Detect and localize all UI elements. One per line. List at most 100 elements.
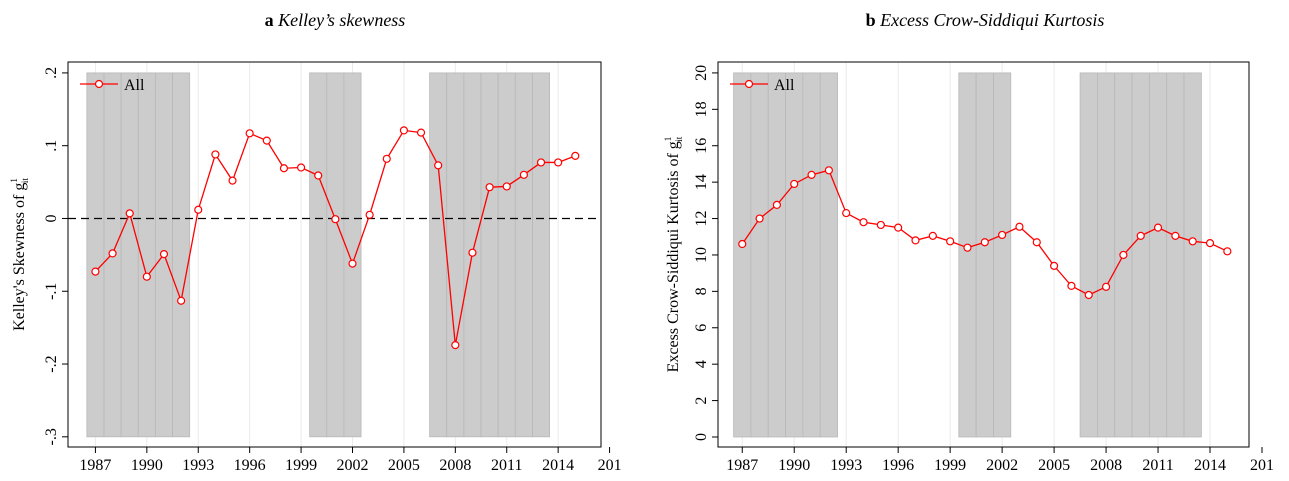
point <box>485 183 494 192</box>
point <box>824 166 833 175</box>
shaded-year <box>750 72 769 438</box>
x-tick-label: 2008 <box>1090 457 1122 474</box>
shaded-year <box>343 72 362 438</box>
point <box>1153 223 1163 232</box>
x-tick-label: 2008 <box>439 457 471 474</box>
point <box>159 250 169 259</box>
x-tick-label: 1996 <box>882 457 914 474</box>
shaded-year <box>1183 72 1202 438</box>
y-axis-label-sub: it <box>20 178 30 184</box>
x-tick-label: 2014 <box>542 457 574 474</box>
x-tick-label: 2011 <box>491 457 522 474</box>
y-tick-label: 16 <box>693 138 710 154</box>
shaded-year <box>309 72 328 438</box>
x-tick-label: 1993 <box>182 457 214 474</box>
shaded-year <box>1148 72 1168 438</box>
shaded-year <box>993 72 1012 438</box>
shaded-year <box>802 72 821 438</box>
point <box>125 209 134 218</box>
point <box>790 179 799 189</box>
point <box>946 237 955 246</box>
x-tick-label: 1999 <box>934 457 966 474</box>
point <box>365 210 374 219</box>
point <box>536 158 546 167</box>
x-tick-label: 1996 <box>234 457 266 474</box>
point <box>876 220 885 230</box>
point <box>348 259 357 268</box>
panel-title-text: Kelley’s skewness <box>277 10 405 30</box>
point <box>382 154 391 163</box>
shaded-year <box>497 72 516 438</box>
point <box>468 248 477 257</box>
y-tick-label: 4 <box>693 360 710 368</box>
point <box>998 230 1007 240</box>
point <box>142 272 151 281</box>
point <box>91 267 100 276</box>
shaded-year <box>975 72 994 438</box>
point <box>331 215 340 224</box>
point <box>262 136 271 145</box>
shaded-year <box>958 72 977 438</box>
point <box>1223 247 1232 256</box>
point <box>434 161 443 170</box>
point <box>1049 261 1059 270</box>
point <box>1084 290 1093 300</box>
y-tick-label: 10 <box>693 247 710 263</box>
point <box>1171 231 1180 240</box>
legend-marker <box>744 79 754 89</box>
point <box>211 150 220 159</box>
x-tick-label: 2002 <box>986 457 1018 474</box>
point <box>807 170 816 179</box>
x-tick-label: 1990 <box>131 457 163 474</box>
point <box>1205 239 1215 248</box>
x-tick-label: 2011 <box>1142 457 1173 474</box>
y-axis-label-text: Excess Crow-Siddiqui Kurtosis of g <box>665 141 682 372</box>
y-tick-label: 12 <box>693 211 710 227</box>
point <box>859 218 868 227</box>
legend-label: All <box>774 77 795 94</box>
shaded-year <box>446 72 465 438</box>
shaded-year <box>86 72 105 438</box>
y-axis-label-sub: it <box>674 136 684 142</box>
point <box>554 158 563 167</box>
point <box>177 296 186 305</box>
point <box>842 208 851 218</box>
x-tick-label: 1999 <box>285 457 317 474</box>
point <box>928 231 937 240</box>
y-tick-label: 2 <box>693 397 710 405</box>
point <box>416 128 426 137</box>
shaded-year <box>514 72 533 438</box>
y-axis-label-sup: 1 <box>663 137 673 142</box>
x-tick-label: 1990 <box>778 457 810 474</box>
point <box>571 151 580 160</box>
panel-title: a Kelley’s skewness <box>265 10 406 30</box>
point <box>1119 250 1128 260</box>
legend-label: All <box>124 77 145 94</box>
y-tick-label: 0 <box>693 433 710 441</box>
x-tick-label: 201 <box>598 457 622 474</box>
y-axis-label-sup: 1 <box>9 178 19 183</box>
shaded-year <box>785 72 804 438</box>
point <box>194 205 203 214</box>
x-tick-label: 201 <box>1250 457 1274 474</box>
y-axis-label: Excess Crow-Siddiqui Kurtosis of g1it <box>663 136 684 372</box>
point <box>519 170 528 179</box>
x-tick-label: 1993 <box>830 457 862 474</box>
y-tick-label: 18 <box>693 101 710 117</box>
shaded-year <box>480 72 499 438</box>
y-tick-label: -.3 <box>43 428 60 445</box>
point <box>1101 282 1111 291</box>
point <box>894 223 903 232</box>
shaded-year <box>326 72 345 438</box>
y-tick-label: .2 <box>43 67 60 79</box>
y-tick-label: 0 <box>43 214 60 222</box>
panel-label: b <box>866 10 876 30</box>
shaded-year <box>120 72 139 438</box>
point <box>963 243 972 252</box>
point <box>755 214 764 223</box>
shaded-year <box>1131 72 1150 438</box>
point <box>1136 231 1145 240</box>
y-tick-label: 14 <box>693 174 710 190</box>
panel-title-text: Excess Crow-Siddiqui Kurtosis <box>879 10 1104 30</box>
